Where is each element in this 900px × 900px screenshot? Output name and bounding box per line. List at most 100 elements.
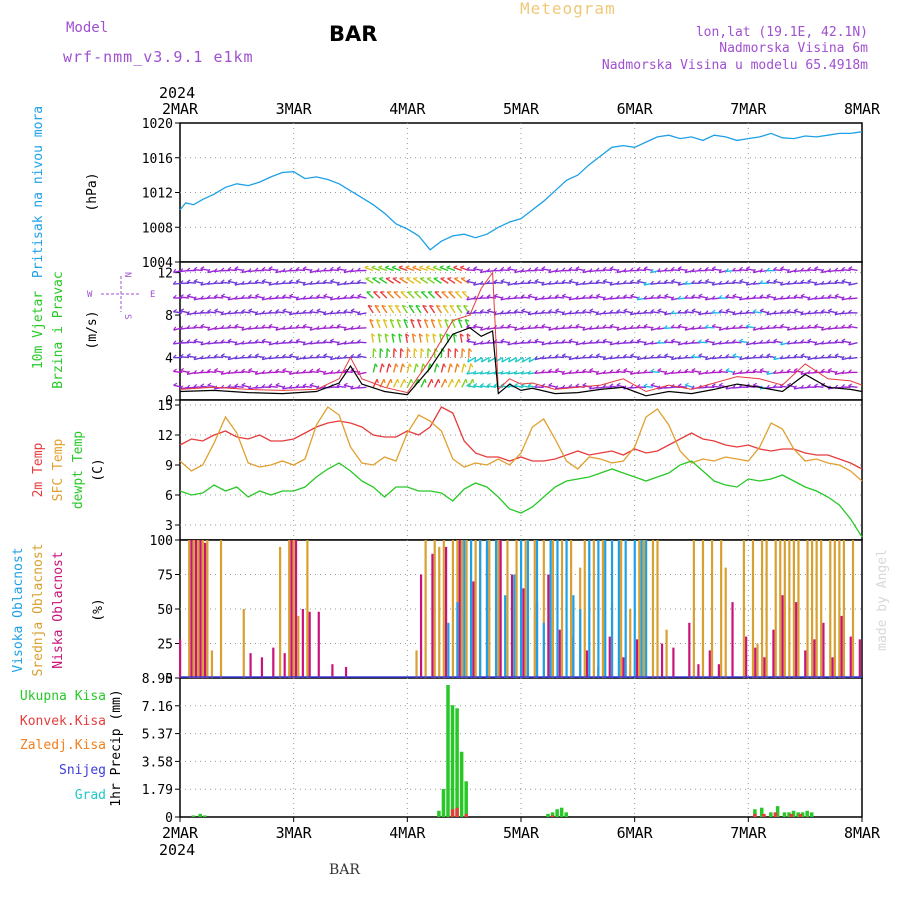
wind-barb-feather xyxy=(213,325,218,330)
wind-barb xyxy=(671,269,681,272)
wind-barb-feather xyxy=(282,325,286,330)
wind-barb xyxy=(637,340,647,344)
wind-barb-feather xyxy=(384,333,389,337)
wind-barb-feather xyxy=(636,338,641,342)
x-tick-label-bottom: 5MAR xyxy=(503,824,540,842)
wind-barb-feather xyxy=(521,358,525,363)
wind-barb xyxy=(400,291,408,299)
wind-barb xyxy=(220,341,231,344)
wind-barb-feather xyxy=(561,310,566,315)
wind-ylabel-2: Brzina i Pravac xyxy=(51,271,66,388)
precip-legend-4: Grad xyxy=(75,788,106,803)
wind-barb-feather xyxy=(309,368,314,372)
wind-barb xyxy=(848,297,858,300)
wind-barb-feather xyxy=(350,325,354,330)
wind-barb-feather xyxy=(500,296,504,301)
wind-barb-feather xyxy=(718,268,722,273)
wind-barb-feather xyxy=(554,325,559,330)
wind-barb-feather xyxy=(254,384,259,389)
wind-barb xyxy=(834,295,844,299)
wind-barb-feather xyxy=(513,340,518,345)
wind-barb-feather xyxy=(698,267,702,272)
cloud-bar-cloud_mid xyxy=(783,540,786,678)
wind-barb xyxy=(371,266,381,272)
wind-barb xyxy=(746,385,756,388)
wind-barb-feather xyxy=(395,363,399,368)
wind-barb xyxy=(555,310,565,314)
wind-barb-feather xyxy=(841,338,846,342)
wind-barb-feather xyxy=(207,326,211,331)
wind-barb-feather xyxy=(379,348,384,352)
cloud-bar-cloud_low xyxy=(260,657,264,678)
wind-barb-feather xyxy=(391,333,396,337)
wind-barb-feather xyxy=(643,266,648,270)
wind-barb xyxy=(200,268,210,272)
wind-barb-feather xyxy=(827,353,832,358)
wind-barb xyxy=(241,311,251,314)
wind-barb xyxy=(657,310,667,314)
wind-barb-feather xyxy=(399,277,404,280)
wind-barb xyxy=(596,295,606,299)
wind-barb-feather xyxy=(302,341,306,346)
wind-barb-feather xyxy=(793,268,798,272)
wind-barb-feather xyxy=(403,318,408,322)
wind-barb xyxy=(343,384,353,388)
wind-barb-feather xyxy=(193,278,198,282)
wind-barb-feather xyxy=(677,295,682,300)
wind-barb-feather xyxy=(413,277,418,280)
wind-barb xyxy=(378,266,388,272)
wind-barb-feather xyxy=(173,382,178,386)
wind-barb-feather xyxy=(691,294,696,298)
wind-barb-feather xyxy=(793,353,798,358)
wind-barb-feather xyxy=(834,267,839,272)
y-tick-label: 5.37 xyxy=(142,728,173,743)
wind-barb-feather xyxy=(322,339,327,343)
wind-barb-feather xyxy=(732,293,737,297)
wind-barb xyxy=(596,341,606,344)
wind-barb-feather xyxy=(275,294,279,299)
wind-barb-feather xyxy=(814,281,818,286)
wind-barb-feather xyxy=(302,369,307,373)
wind-barb-feather xyxy=(766,293,771,297)
wind-barb-feather xyxy=(834,279,839,283)
wind-barb-feather xyxy=(513,280,518,285)
cloud-bar-cloud_mid xyxy=(792,540,795,678)
wind-barb-feather xyxy=(820,268,825,273)
wind-barb xyxy=(677,268,688,272)
wind-barb xyxy=(766,281,776,284)
wind-barb-feather xyxy=(773,266,778,271)
wind-barb-feather xyxy=(568,369,572,374)
wind-barb-feather xyxy=(534,266,539,271)
wind-barb-feather xyxy=(227,296,231,301)
wind-barb xyxy=(268,325,278,329)
wind-barb-feather xyxy=(643,309,648,314)
wind-barb-feather xyxy=(282,294,287,298)
cloud-bar-cloud_low xyxy=(331,664,334,678)
wind-barb-feather xyxy=(595,325,600,329)
wind-barb-feather xyxy=(520,370,525,375)
cloud-bar-cloud_low xyxy=(317,611,320,678)
wind-barb-feather xyxy=(705,338,710,342)
wind-barb xyxy=(433,363,438,373)
wind-barb xyxy=(449,305,456,314)
temp-line-dewpt xyxy=(179,460,863,538)
wind-barb xyxy=(623,369,633,374)
wind-barb xyxy=(582,311,592,314)
wind-barb-feather xyxy=(309,268,313,273)
wind-barb-feather xyxy=(234,355,238,360)
wind-barb-feather xyxy=(595,310,600,315)
wind-barb xyxy=(493,295,503,299)
wind-barb-feather xyxy=(671,278,676,282)
wind-barb-feather xyxy=(261,266,266,271)
y-tick-label: 3 xyxy=(165,519,173,534)
wind-barb-feather xyxy=(371,333,376,337)
wind-barb-feather xyxy=(336,369,341,373)
wind-barb-feather xyxy=(841,355,845,360)
year-label-top: 2024 xyxy=(159,84,195,102)
wind-barb-feather xyxy=(704,296,709,301)
pressure-line xyxy=(179,131,863,251)
cloud-bar-cloud_low xyxy=(660,643,664,678)
wind-barb-feather xyxy=(507,370,511,375)
wind-barb-feather xyxy=(500,370,504,375)
wind-barb-feather xyxy=(739,296,743,301)
